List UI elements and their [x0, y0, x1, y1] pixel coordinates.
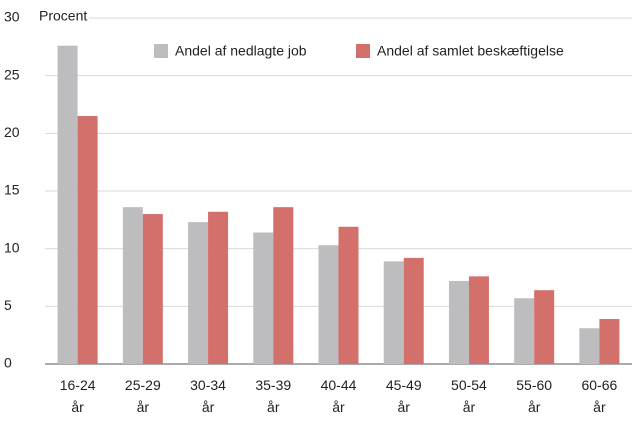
bar [208, 211, 229, 364]
bar [122, 207, 143, 364]
x-tick-label: 45-49 år [386, 377, 422, 415]
bar [468, 276, 489, 364]
y-tick-label: 30 [4, 9, 20, 25]
bar [77, 116, 98, 365]
x-tick-label: 25-29 år [125, 377, 161, 415]
bar [514, 298, 535, 364]
bar [253, 232, 274, 364]
bar [579, 328, 600, 364]
legend-swatch [154, 44, 168, 58]
x-tick-label: 30-34 år [190, 377, 226, 415]
y-tick-label: 20 [4, 124, 20, 140]
legend-label: Andel af nedlagte job [175, 43, 307, 59]
x-tick-label: 55-60 år [516, 377, 552, 415]
bar [403, 257, 424, 364]
y-tick-label: 0 [4, 355, 12, 371]
y-axis-label: Procent [39, 8, 87, 24]
x-tick-label: 40-44 år [321, 377, 357, 415]
bar [383, 261, 404, 364]
y-tick-label: 25 [4, 66, 20, 82]
y-tick-label: 15 [4, 182, 20, 198]
x-tick-label: 35-39 år [255, 377, 291, 415]
bar [273, 207, 294, 364]
bar [318, 245, 339, 364]
y-tick-label: 5 [4, 297, 12, 313]
x-tick-label: 50-54 år [451, 377, 487, 415]
legend-swatch [356, 44, 370, 58]
bar [599, 319, 620, 364]
bar [142, 214, 163, 364]
legend-label: Andel af samlet beskæftigelse [377, 43, 564, 59]
label-backing [37, 9, 89, 27]
bar [534, 290, 555, 364]
bar [338, 226, 359, 364]
bar [448, 280, 469, 364]
x-tick-label: 60-66 år [581, 377, 617, 415]
y-tick-label: 10 [4, 239, 20, 255]
x-tick-label: 16-24 år [60, 377, 96, 415]
bar [57, 45, 78, 365]
bar [188, 222, 209, 364]
